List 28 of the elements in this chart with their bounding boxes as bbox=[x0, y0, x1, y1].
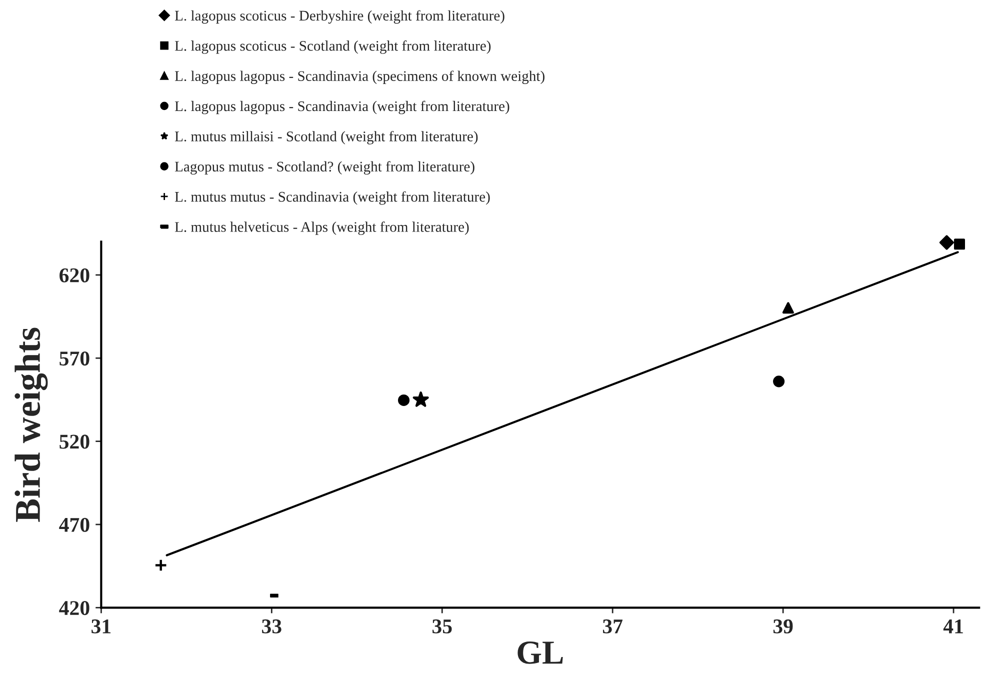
point bbox=[939, 235, 954, 250]
y-tick-label: 520 bbox=[60, 434, 90, 449]
x-tick-label: 31 bbox=[92, 619, 111, 634]
legend-label: L. mutus mutus - Scandinavia (weight from literature) bbox=[174, 191, 490, 205]
y-tick-label: 620 bbox=[60, 268, 90, 282]
x-tick-label: 39 bbox=[773, 619, 793, 634]
point bbox=[154, 558, 168, 572]
legend-label: Lagopus mutus - Scotland? (weight from literature) bbox=[174, 161, 474, 175]
legend-label: L. lagopus lagopus - Scandinavia (specimens of known weight) bbox=[174, 70, 544, 84]
point bbox=[412, 391, 429, 407]
legend-label: L. lagopus scoticus - Derbyshire (weight from literature) bbox=[174, 10, 504, 24]
y-tick-label: 570 bbox=[60, 352, 90, 366]
point bbox=[398, 394, 410, 406]
x-tick-label: 37 bbox=[602, 619, 623, 634]
y-tick-label: 470 bbox=[59, 518, 90, 532]
point bbox=[954, 238, 965, 250]
x-tick-label: 35 bbox=[432, 619, 452, 634]
legend-label: L. mutus millaisi - Scotland (weight from literature) bbox=[174, 130, 478, 144]
x-tick-label: 41 bbox=[943, 619, 963, 634]
legend-label: L. lagopus lagopus - Scandinavia (weight from literature) bbox=[174, 100, 510, 114]
point bbox=[782, 302, 794, 314]
legend-label: L. mutus helveticus - Alps (weight from literature) bbox=[174, 222, 469, 235]
y-tick-label: 420 bbox=[59, 601, 90, 616]
point bbox=[773, 376, 785, 388]
x-axis-title: GL bbox=[518, 641, 563, 664]
x-tick-label: 33 bbox=[262, 619, 282, 634]
legend-label: L. lagopus scoticus - Scotland (weight from literature) bbox=[174, 40, 491, 54]
y-axis-title: Bird weights bbox=[14, 328, 48, 522]
